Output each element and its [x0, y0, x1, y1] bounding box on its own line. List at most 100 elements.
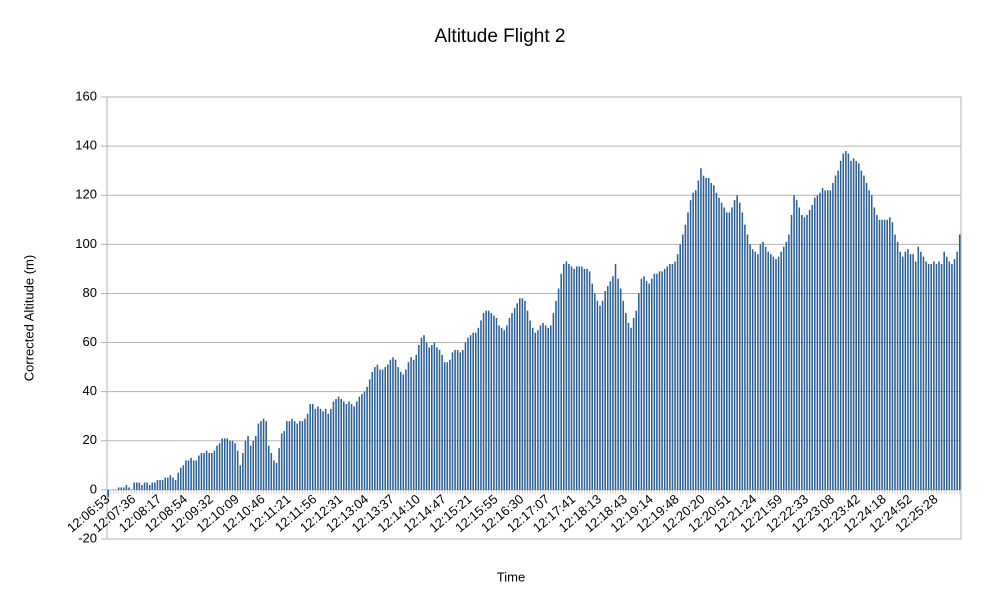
bar: [317, 406, 319, 490]
y-axis-label: Corrected Altitude (m): [21, 255, 36, 381]
bar: [728, 212, 731, 490]
bar: [798, 207, 801, 490]
bar: [635, 310, 637, 490]
bar: [211, 453, 213, 490]
bar: [878, 219, 881, 490]
bar: [671, 263, 674, 490]
bar: [415, 354, 418, 490]
bar: [531, 327, 534, 490]
bar: [940, 263, 943, 490]
y-tick-label: 140: [75, 138, 97, 153]
bar: [648, 283, 650, 490]
bar: [601, 300, 604, 490]
bar: [179, 467, 182, 490]
bar: [306, 413, 309, 490]
bar: [449, 359, 451, 490]
bar: [301, 421, 304, 490]
bar: [886, 219, 889, 490]
bar: [407, 362, 410, 490]
bar: [117, 487, 120, 490]
bar: [958, 234, 961, 490]
bar: [288, 421, 291, 490]
bar: [788, 234, 790, 490]
bar: [927, 263, 930, 490]
bar: [692, 192, 694, 490]
bar: [653, 273, 656, 490]
bar: [529, 320, 531, 490]
bar: [229, 440, 231, 490]
bar: [738, 202, 741, 490]
bar: [324, 408, 327, 490]
bar: [322, 411, 324, 490]
bar: [782, 246, 785, 490]
bar: [795, 200, 798, 490]
bar: [707, 178, 710, 490]
bar: [423, 335, 425, 490]
bar: [223, 438, 226, 490]
bar: [731, 207, 733, 490]
bar: [418, 345, 420, 490]
bar: [785, 241, 788, 490]
bar: [663, 268, 666, 490]
bar: [544, 325, 547, 490]
bar: [389, 359, 392, 490]
bar: [767, 251, 769, 490]
bar: [679, 244, 681, 490]
bar: [363, 391, 366, 490]
bar: [177, 472, 179, 490]
bar: [340, 399, 342, 490]
bar: [868, 190, 870, 490]
bar: [293, 421, 296, 490]
bar: [182, 465, 185, 490]
bar: [824, 190, 826, 490]
bar: [749, 244, 751, 490]
bar: [343, 401, 345, 490]
bar: [757, 254, 759, 490]
bar: [925, 261, 927, 490]
bar: [933, 261, 935, 490]
bar: [806, 214, 808, 490]
bar: [192, 460, 195, 490]
bar: [231, 440, 234, 490]
bar: [252, 440, 254, 490]
bar: [438, 349, 441, 490]
bar: [141, 484, 143, 490]
bar: [630, 327, 632, 490]
bar: [518, 298, 521, 490]
bar: [226, 438, 229, 490]
bar: [617, 278, 619, 490]
y-tick-label: 40: [83, 383, 97, 398]
bar: [570, 266, 573, 490]
bar: [557, 288, 560, 490]
bar: [640, 278, 643, 490]
bar: [123, 487, 125, 490]
bar: [718, 197, 720, 490]
bar: [482, 313, 485, 490]
bar: [891, 222, 894, 490]
bar: [487, 310, 490, 490]
bar: [425, 342, 428, 490]
bar: [907, 249, 909, 490]
bar: [412, 359, 415, 490]
bar: [808, 209, 811, 490]
bar: [627, 322, 630, 490]
bar: [508, 318, 511, 490]
bar: [459, 352, 462, 490]
bar: [850, 160, 852, 490]
bar: [381, 369, 384, 490]
bar: [257, 423, 260, 490]
bar: [832, 182, 834, 490]
bar: [909, 254, 912, 490]
bar: [443, 362, 446, 490]
bar: [865, 182, 868, 490]
bar: [154, 482, 156, 490]
bar: [503, 330, 506, 490]
bar: [863, 175, 865, 490]
bar: [402, 374, 405, 490]
bar: [221, 438, 223, 490]
bar: [847, 153, 850, 490]
bar: [195, 460, 198, 490]
bar: [547, 327, 550, 490]
x-axis-label: Time: [497, 569, 525, 584]
bar: [560, 273, 562, 490]
